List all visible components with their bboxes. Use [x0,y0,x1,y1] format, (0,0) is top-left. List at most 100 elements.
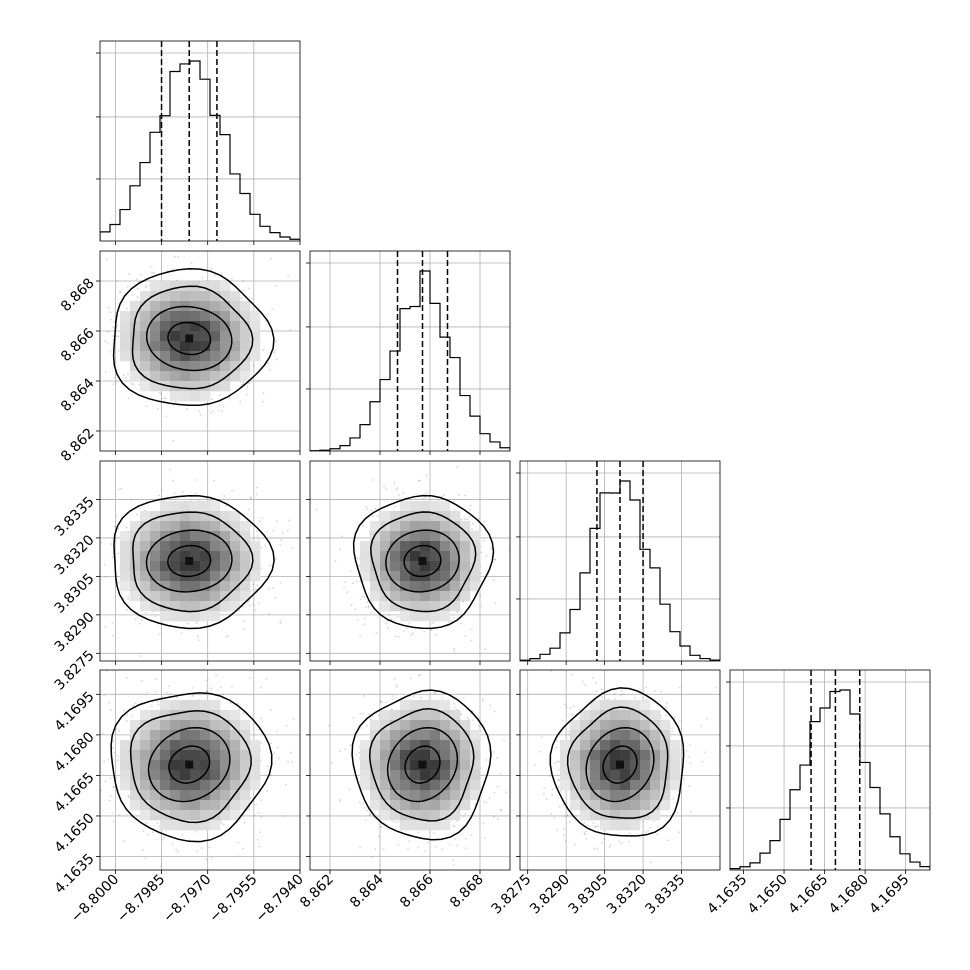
density-cell [250,541,261,552]
scatter-point [210,267,213,270]
density-cell [370,591,381,602]
density-cell [200,720,211,731]
density-cell [410,531,421,542]
density-cell [230,511,241,522]
scatter-point [198,410,201,413]
density-cell [150,710,161,721]
density-cell [150,740,161,751]
density-cell [170,531,181,542]
density-cell [220,531,231,542]
scatter-point [287,275,290,278]
scatter-point [206,690,208,693]
density-cell [150,750,161,761]
density-cell [160,780,171,791]
scatter-point [243,628,246,631]
density-cell [120,311,131,322]
density-cell [170,361,181,372]
density-cell [160,371,171,382]
density-cell [390,561,401,572]
contour-level-4 [352,494,495,630]
scatter-point [110,709,113,711]
density-cell [200,371,211,382]
scatter-point [156,700,159,703]
density-cell [420,591,431,602]
scatter-point [482,539,485,542]
density-cell [150,331,161,342]
density-cell [160,381,171,392]
scatter-point [493,710,496,713]
scatter-point [378,714,380,717]
scatter-point [111,556,114,559]
density-peak [418,557,427,565]
density-cell [160,321,171,332]
scatter-point [184,666,186,668]
density-cell [220,740,231,751]
scatter-point [144,857,146,860]
density-cell [440,551,451,562]
scatter-point [246,386,249,388]
density-cell [390,581,401,592]
density-cell [130,301,141,312]
density-cell [430,511,441,522]
density-cell [140,351,151,362]
scatter-point [350,604,353,607]
density-cell [180,800,191,811]
scatter-point [205,679,208,682]
density-cell [410,521,421,532]
scatter-point [257,538,259,541]
density-cell [230,331,241,342]
contour-level-2 [385,529,460,593]
scatter-point [104,340,106,343]
density-cell [440,511,451,522]
scatter-point [256,535,259,537]
density-peak [185,557,194,565]
scatter-point [411,632,414,635]
histogram-step [100,60,300,241]
density-cell [170,780,181,791]
scatter-point [139,655,142,657]
scatter-point [260,742,263,745]
scatter-point [248,677,251,680]
density-cell [430,541,441,552]
density-cell [250,551,261,562]
scatter-point [222,823,225,826]
scatter-point [175,849,178,851]
scatter-point [268,613,271,615]
density-cell [120,341,131,352]
scatter-point [117,488,120,491]
scatter-point [181,833,184,836]
scatter-point [96,566,98,568]
scatter-point [405,626,408,629]
density-cell [140,800,151,811]
scatter-point [463,516,466,518]
density-cell [210,561,221,572]
density-cell [170,311,181,322]
density-cell [220,351,231,362]
scatter-point [359,634,361,637]
density-cell [150,561,161,572]
density-cell [230,730,241,741]
density-cell [200,611,211,622]
density-cell [210,700,221,711]
density-cell [180,790,191,801]
density-cell [170,611,181,622]
scatter-point [144,612,147,614]
density-cell [390,591,401,602]
density-cell [180,720,191,731]
density-cell [380,511,391,522]
scatter-point [125,720,128,722]
scatter-point [168,469,171,471]
density-cell [230,571,241,582]
density-cell [250,561,261,572]
density-cell [140,780,151,791]
panel-frame [99,250,301,452]
scatter-panel-2-0 [96,460,301,665]
scatter-point [273,351,276,354]
scatter-point [186,408,189,410]
scatter-point [485,554,488,557]
density-cell [240,591,251,602]
density-cell [180,351,191,362]
density-cell [430,611,441,622]
density-cell [430,571,441,582]
density-cell [240,301,251,312]
